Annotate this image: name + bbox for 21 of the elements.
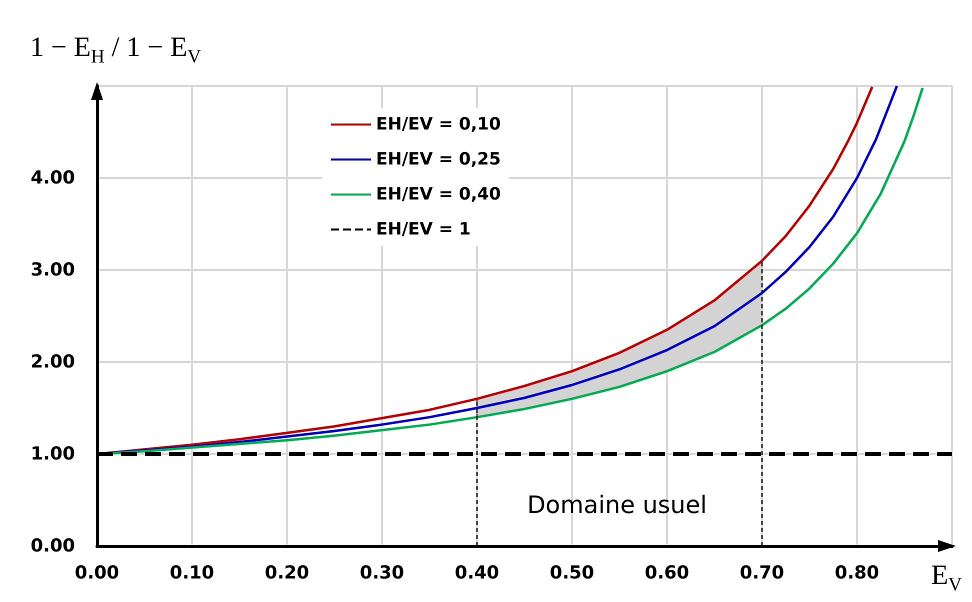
x-tick-label: 0.30 — [360, 562, 404, 584]
y-tick-label: 0.00 — [30, 536, 75, 556]
y-tick-label: 4.00 — [30, 168, 75, 188]
legend-label: EH/EV = 0,10 — [376, 114, 502, 134]
x-axis-title: E$_{V}$ — [931, 560, 962, 596]
legend-label: EH/EV = 0,40 — [376, 184, 502, 204]
x-tick-label: 0.60 — [644, 562, 690, 584]
x-tick-label: 0.50 — [550, 562, 594, 584]
x-tick-label: 0.80 — [834, 562, 880, 584]
x-tick-label: 0.40 — [454, 562, 500, 584]
legend-label: EH/EV = 1 — [376, 220, 471, 240]
y-tick-label: 3.00 — [30, 260, 75, 280]
annotation: Domaine usuel — [527, 491, 707, 519]
x-tick-label: 0.00 — [74, 562, 120, 584]
y-tick-label: 1.00 — [30, 444, 75, 464]
y-axis-title: 1 − E$_{H}$ / 1 − E$_{V}$ — [30, 32, 202, 68]
legend-label: EH/EV = 0,25 — [376, 150, 501, 170]
x-tick-label: 0.70 — [740, 562, 784, 584]
x-tick-label: 0.10 — [170, 562, 214, 584]
x-tick-label: 0.20 — [264, 562, 310, 584]
y-tick-label: 2.00 — [30, 352, 75, 372]
